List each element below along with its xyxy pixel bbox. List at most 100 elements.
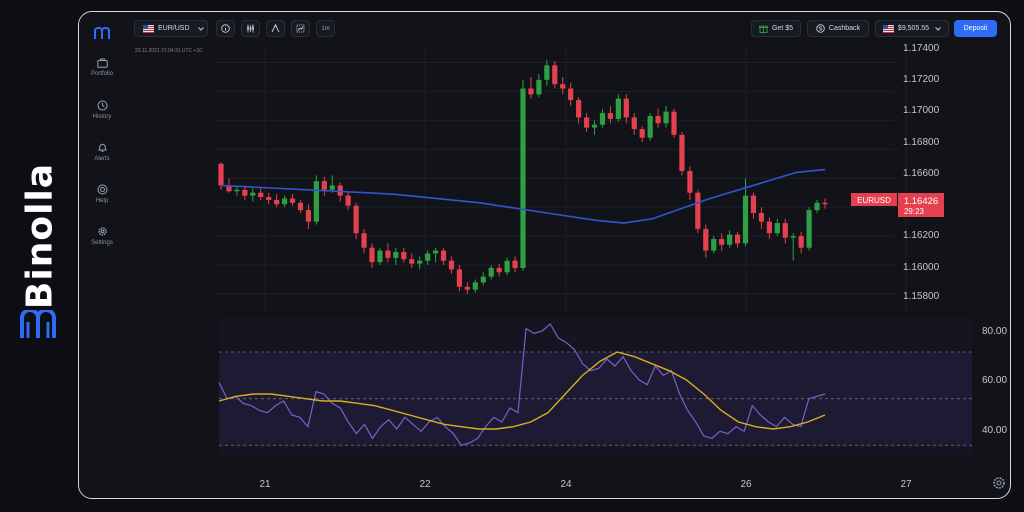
deposit-button[interactable]: Deposit bbox=[954, 20, 997, 37]
bearish-candle bbox=[297, 202, 304, 211]
moving-average-line bbox=[220, 168, 826, 224]
rsi-line bbox=[218, 323, 826, 447]
us-flag-icon bbox=[143, 24, 154, 33]
bearish-candle bbox=[337, 185, 343, 196]
bearish-candle bbox=[464, 286, 470, 290]
current-price-tag: EURUSD 1.16426 29:23 bbox=[851, 193, 944, 217]
candle-countdown: 29:23 bbox=[904, 207, 925, 216]
get-bonus-button[interactable]: Get $5 bbox=[751, 20, 801, 37]
lifebuoy-icon bbox=[97, 184, 107, 195]
sidebar: Portfolio History Alerts Help bbox=[79, 12, 125, 498]
bullish-candle bbox=[480, 276, 486, 283]
bullish-candle bbox=[774, 223, 780, 234]
bullish-candle bbox=[425, 253, 431, 261]
bullish-candle bbox=[790, 236, 796, 238]
date-tick: 21 bbox=[259, 479, 271, 490]
rsi-moving-average-line bbox=[218, 351, 826, 430]
indicators-icon bbox=[296, 24, 305, 33]
chevron-down-icon bbox=[197, 26, 204, 31]
bearish-candle bbox=[448, 260, 455, 270]
price-tick: 1.17000 bbox=[903, 105, 940, 116]
chart-type-button[interactable] bbox=[241, 20, 260, 37]
sidebar-item-label: Portfolio bbox=[90, 71, 113, 77]
chart-settings-button[interactable] bbox=[993, 477, 1005, 489]
price-tick: 1.17200 bbox=[903, 74, 940, 85]
bearish-candle bbox=[560, 84, 566, 89]
symbol-selector[interactable]: EUR/USD bbox=[134, 20, 208, 37]
bearish-candle bbox=[782, 223, 788, 238]
app-logo-icon[interactable] bbox=[93, 24, 111, 40]
bearish-candle bbox=[568, 88, 574, 101]
date-tick: 24 bbox=[560, 479, 572, 490]
cashback-button[interactable]: Cashback bbox=[807, 20, 869, 37]
bearish-candle bbox=[218, 163, 224, 186]
bullish-candle bbox=[536, 79, 542, 95]
bell-icon bbox=[97, 143, 107, 152]
bearish-candle bbox=[361, 233, 367, 248]
bearish-candle bbox=[631, 117, 637, 130]
bearish-candle bbox=[321, 181, 327, 190]
trading-app-window: Portfolio History Alerts Help bbox=[78, 11, 1011, 499]
bullish-candle bbox=[472, 282, 478, 290]
bullish-candle bbox=[544, 65, 550, 80]
bearish-candle bbox=[655, 116, 661, 124]
bearish-candle bbox=[758, 212, 765, 222]
bearish-candle bbox=[734, 234, 741, 244]
date-tick: 27 bbox=[900, 479, 912, 490]
gift-icon bbox=[759, 25, 768, 33]
rsi-band bbox=[219, 352, 972, 446]
sidebar-item-help[interactable]: Help bbox=[79, 184, 125, 204]
get-bonus-label: Get $5 bbox=[771, 25, 793, 32]
sidebar-item-settings[interactable]: Settings bbox=[79, 226, 125, 246]
bearish-candle bbox=[456, 269, 463, 287]
symbol-tag: EURUSD bbox=[857, 196, 891, 205]
bullish-candle bbox=[329, 185, 335, 190]
bullish-candle bbox=[281, 198, 288, 205]
bearish-candle bbox=[679, 134, 685, 171]
symbol-label: EUR/USD bbox=[158, 25, 190, 32]
bearish-candle bbox=[440, 250, 447, 261]
bullish-candle bbox=[504, 260, 510, 273]
bearish-candle bbox=[703, 228, 709, 251]
gear-icon bbox=[97, 227, 107, 236]
brand-strip: Binolla bbox=[0, 0, 78, 512]
indicators-button[interactable] bbox=[291, 20, 310, 37]
bearish-candle bbox=[274, 199, 280, 205]
bullish-candle bbox=[814, 202, 820, 211]
rsi-axis: 80.00 60.00 40.00 bbox=[982, 326, 1007, 436]
bullish-candle bbox=[742, 195, 749, 244]
clock-icon bbox=[97, 100, 107, 111]
bearish-candle bbox=[258, 192, 264, 198]
sidebar-item-alerts[interactable]: Alerts bbox=[79, 142, 125, 162]
bullish-candle bbox=[647, 116, 653, 138]
bearish-candle bbox=[385, 250, 391, 258]
bearish-candle bbox=[345, 195, 351, 206]
bearish-candle bbox=[512, 260, 518, 268]
price-chart[interactable]: 1.17400 1.17200 1.17000 1.16800 1.16600 … bbox=[125, 12, 1011, 499]
bullish-candle bbox=[615, 98, 621, 119]
bearish-candle bbox=[266, 197, 272, 200]
info-button[interactable] bbox=[216, 20, 235, 37]
bearish-candle bbox=[583, 117, 590, 128]
balance-selector[interactable]: $9,505.55 bbox=[875, 20, 949, 37]
candles-icon bbox=[247, 24, 254, 33]
bullish-candle bbox=[520, 88, 526, 268]
bullish-candle bbox=[377, 250, 383, 263]
bearish-candle bbox=[305, 210, 312, 222]
chart-timestamp: 23.11.2021 21:04:31 UTC +10 bbox=[135, 48, 203, 54]
timeframe-button[interactable]: 1m bbox=[316, 20, 335, 37]
price-tick: 1.16200 bbox=[903, 230, 940, 241]
sidebar-item-portfolio[interactable]: Portfolio bbox=[79, 58, 125, 77]
bearish-candle bbox=[409, 259, 415, 264]
rsi-tick: 80.00 bbox=[982, 326, 1007, 337]
briefcase-icon bbox=[96, 58, 108, 68]
top-toolbar: EUR/USD bbox=[125, 12, 1010, 46]
drawing-tools-button[interactable] bbox=[266, 20, 285, 37]
bearish-candle bbox=[576, 100, 582, 118]
brand-wordmark: Binolla bbox=[19, 162, 61, 310]
bearish-candle bbox=[353, 205, 359, 234]
sidebar-item-history[interactable]: History bbox=[79, 100, 125, 120]
bearish-candle bbox=[750, 195, 757, 213]
bullish-candle bbox=[393, 252, 399, 258]
date-tick: 26 bbox=[740, 479, 752, 490]
